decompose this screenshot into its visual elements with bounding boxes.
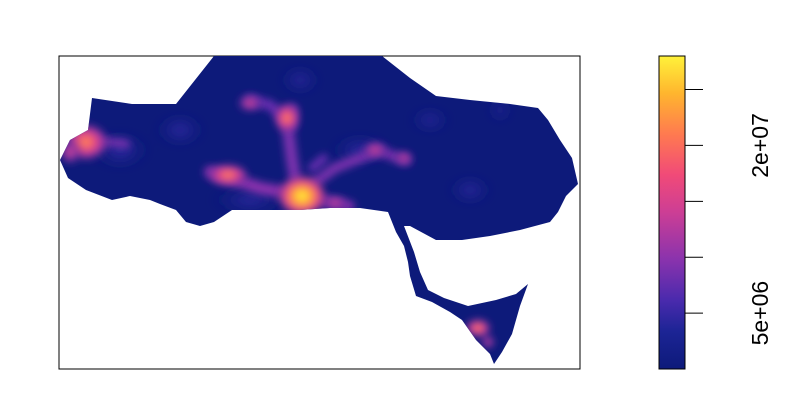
- legend-axis: 5e+06 2e+07: [684, 89, 773, 346]
- legend-tick-label: 5e+06: [747, 281, 773, 346]
- legend-tick-label: 2e+07: [747, 113, 773, 178]
- legend-colorbar: [658, 55, 686, 370]
- density-raster: [60, 56, 578, 364]
